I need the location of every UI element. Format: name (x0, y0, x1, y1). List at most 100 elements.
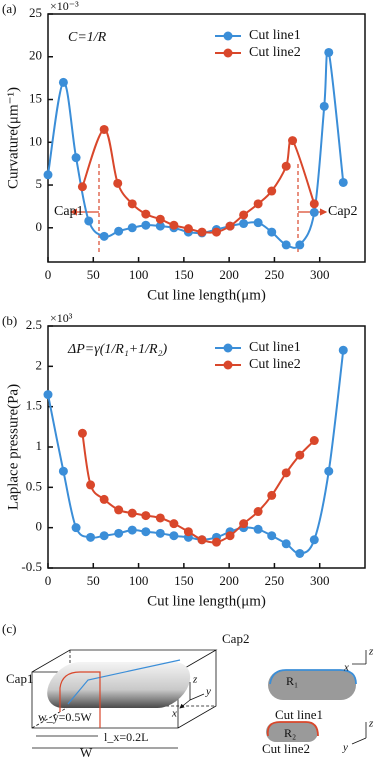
data-point (71, 153, 81, 163)
data-point (281, 161, 291, 171)
y-tick-label: -0.5 (21, 559, 42, 574)
axes (351, 722, 367, 745)
cut-line (269, 669, 357, 685)
x-tick-label: 200 (219, 573, 239, 588)
axis-name: z (368, 718, 374, 730)
x-tick-label: 0 (45, 267, 52, 282)
panel-label: (c) (2, 621, 16, 636)
data-point (43, 390, 53, 400)
cut-line (67, 659, 181, 705)
axis-name: z (192, 674, 198, 686)
data-point (281, 240, 291, 250)
data-point (99, 231, 109, 241)
data-point (114, 505, 124, 515)
data-point (197, 227, 207, 237)
data-point (77, 428, 87, 438)
y-tick-label: 0 (36, 219, 43, 234)
data-point (99, 531, 109, 541)
data-point (267, 490, 277, 500)
y-tick-label: 1.5 (26, 398, 42, 413)
dimension (32, 735, 178, 749)
label: R₁ (286, 674, 298, 688)
data-point (127, 199, 137, 209)
series-line (81, 433, 315, 544)
data-point (295, 548, 305, 558)
data-point (58, 466, 68, 476)
capsule (47, 662, 191, 708)
data-point (155, 528, 165, 538)
data-point (239, 519, 249, 529)
cut-line (266, 721, 319, 737)
data-point (141, 511, 151, 521)
axes (352, 650, 367, 665)
data-point (338, 345, 348, 355)
data-point (71, 523, 81, 533)
y-axis-label: Curvature(μm⁻¹) (5, 87, 21, 189)
y-tick-label: 20 (29, 48, 42, 63)
data-point (211, 537, 221, 547)
legend-label: Cut line2 (249, 357, 301, 372)
legend-label: Cut line1 (249, 340, 301, 355)
data-point (225, 531, 235, 541)
label: l_x=0.2L (104, 730, 148, 744)
data-point (77, 182, 87, 192)
data-point (155, 214, 165, 224)
cap-label: Cap1 (54, 204, 84, 219)
multiplier: ×10³ (50, 311, 73, 325)
multiplier: ×10⁻³ (50, 0, 79, 13)
axis-name: x (343, 662, 349, 674)
legend-label: Cut line2 (249, 45, 301, 60)
label: Cap1 (6, 671, 33, 686)
label: w_y=0.5W (38, 710, 92, 724)
y-tick-label: 25 (29, 5, 42, 20)
panel-label: (a) (2, 1, 16, 16)
y-tick-label: 2 (36, 357, 43, 372)
data-point (127, 223, 137, 233)
cap-label: Cap2 (328, 204, 358, 219)
x-tick-label: 300 (310, 573, 330, 588)
cut-line (59, 671, 101, 728)
data-point (155, 513, 165, 523)
diagram: Cap2 Cap1 w_y=0.5W l_x=0.2L W R₁ R₂ Cut … (6, 631, 374, 758)
data-point (141, 209, 151, 219)
x-tick-label: 300 (310, 267, 330, 282)
x-axis-label: Cut line length(μm) (147, 593, 266, 609)
data-point (127, 525, 137, 535)
data-point (99, 494, 109, 504)
data-point (267, 227, 277, 237)
data-point (183, 224, 193, 234)
capsule-side (268, 670, 356, 700)
x-tick-label: 150 (174, 573, 194, 588)
x-tick-label: 0 (45, 573, 52, 588)
plot-frame (47, 13, 366, 263)
data-point (267, 531, 277, 541)
data-point (183, 527, 193, 537)
data-point (211, 227, 221, 237)
x-tick-label: 50 (87, 573, 100, 588)
data-point (309, 199, 319, 209)
data-point (43, 170, 53, 180)
data-point (169, 519, 179, 529)
data-point (84, 216, 94, 226)
label: Cap2 (222, 631, 249, 646)
capsule-side (266, 722, 318, 742)
y-tick-label: 15 (29, 91, 42, 106)
data-point (99, 124, 109, 134)
annotation: C=1/R (68, 30, 107, 45)
x-tick-label: 100 (129, 573, 149, 588)
y-tick-label: 5 (36, 176, 43, 191)
x-tick-label: 250 (265, 267, 285, 282)
axis-name: y (205, 686, 211, 698)
data-point (253, 218, 263, 228)
data-point (141, 527, 151, 537)
data-point (141, 220, 151, 230)
data-point (239, 219, 249, 229)
data-point (267, 186, 277, 196)
data-point (295, 240, 305, 250)
data-point (114, 528, 124, 538)
data-point (197, 535, 207, 545)
data-point (281, 468, 291, 478)
x-tick-label: 50 (87, 267, 100, 282)
x-axis-label: Cut line length(μm) (147, 287, 266, 303)
